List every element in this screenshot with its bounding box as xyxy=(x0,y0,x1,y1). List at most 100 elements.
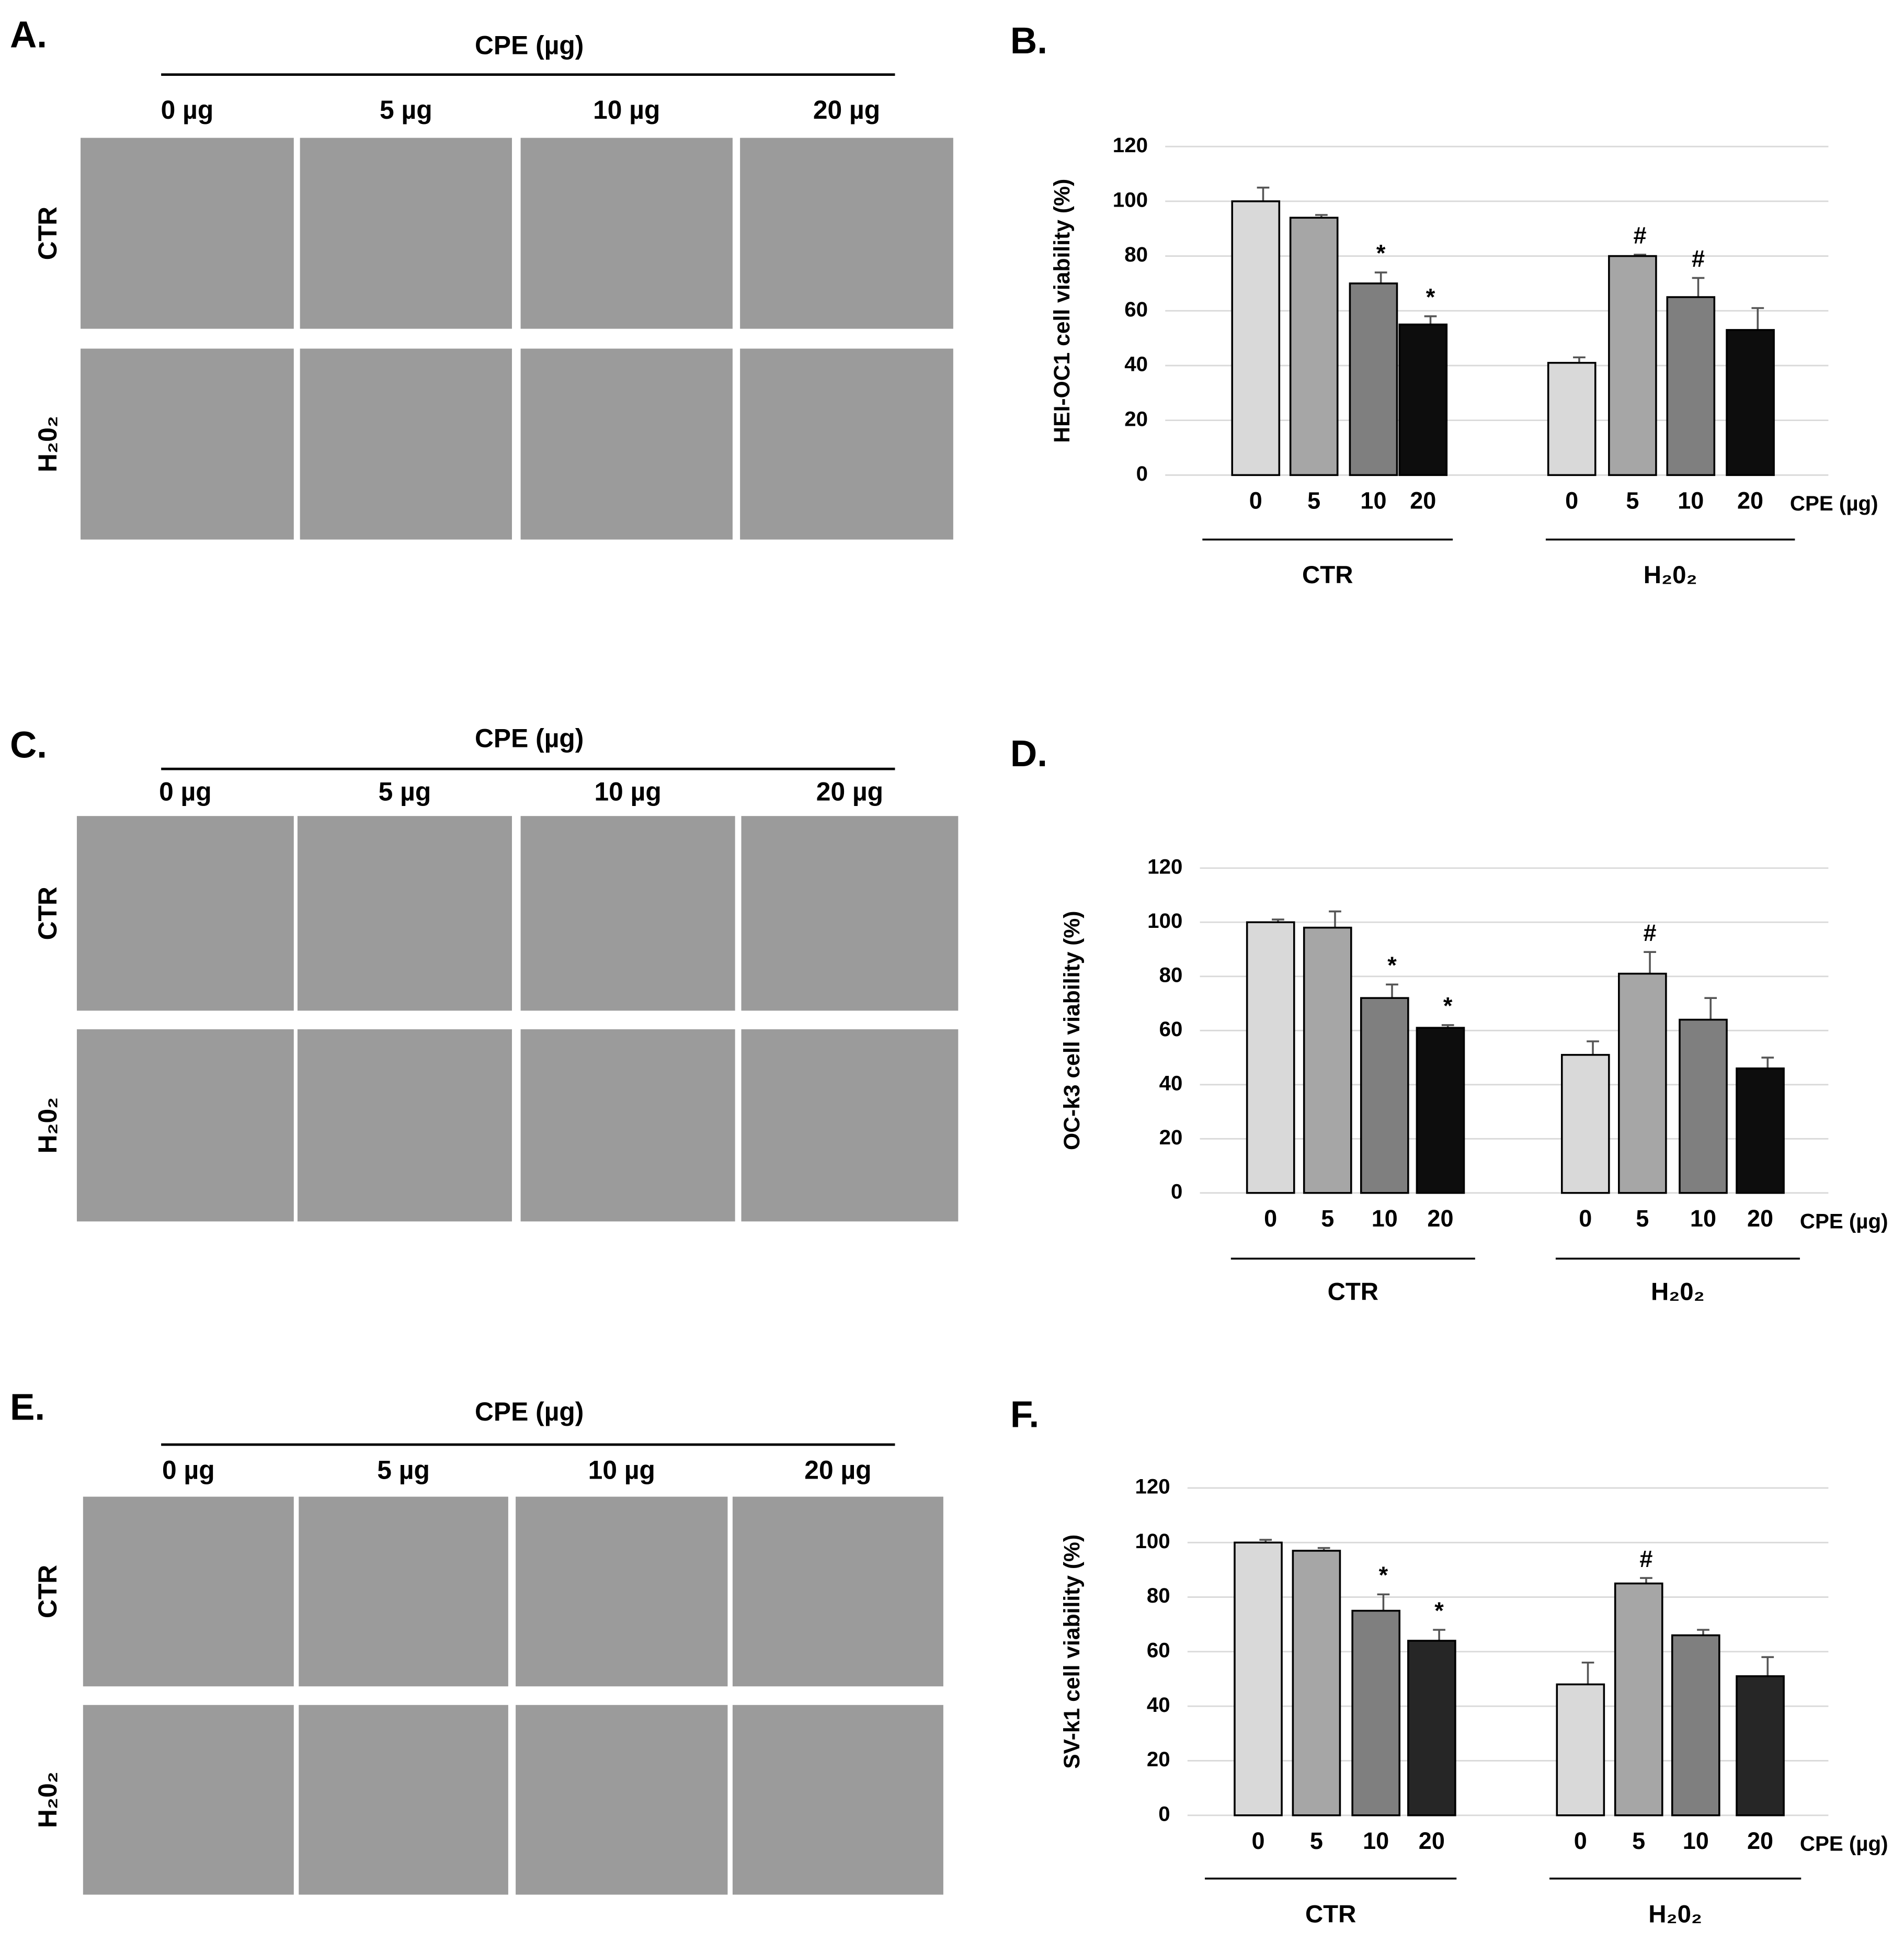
micrograph xyxy=(732,1496,943,1687)
row-label: H₂0₂ xyxy=(33,416,62,472)
y-tick-label: 80 xyxy=(1159,963,1183,986)
micrograph xyxy=(300,348,512,540)
x-tick-label: 0 xyxy=(1579,1205,1592,1232)
panel-label: E. xyxy=(10,1387,45,1428)
x-tick-label: 5 xyxy=(1321,1205,1334,1232)
column-label: 5 µg xyxy=(380,95,432,124)
x-tick-label: 10 xyxy=(1360,487,1386,514)
panel-label: A. xyxy=(10,14,47,55)
micrograph xyxy=(81,348,294,540)
significance-mark: * xyxy=(1434,1597,1444,1624)
bar xyxy=(1416,1027,1465,1194)
micrograph xyxy=(299,1496,508,1687)
column-label: 0 µg xyxy=(161,95,214,124)
significance-mark: # xyxy=(1644,919,1657,946)
micrograph xyxy=(516,1705,728,1895)
x-tick-label: 5 xyxy=(1307,487,1320,514)
micrograph xyxy=(81,138,294,329)
x-tick-label: 0 xyxy=(1251,1827,1264,1854)
bar xyxy=(1360,997,1409,1194)
bar xyxy=(1560,1054,1610,1194)
y-tick-label: 0 xyxy=(1136,462,1148,485)
group-label: CTR xyxy=(1302,561,1353,589)
micrograph xyxy=(520,138,733,329)
bar xyxy=(1547,361,1597,476)
panel-label: B. xyxy=(1010,20,1047,62)
bar xyxy=(1351,1609,1401,1816)
column-label: 10 µg xyxy=(594,777,661,807)
row-label: CTR xyxy=(33,887,62,940)
x-tick-label: 10 xyxy=(1372,1205,1398,1232)
bar xyxy=(1671,1634,1720,1816)
column-label: 10 µg xyxy=(588,1455,655,1484)
header: CPE (µg) xyxy=(475,724,584,753)
y-axis-label: OC-k3 cell viability (%) xyxy=(1059,911,1085,1151)
micrograph xyxy=(520,816,735,1011)
y-tick-label: 100 xyxy=(1147,909,1182,933)
column-label: 20 µg xyxy=(816,777,883,807)
y-tick-label: 40 xyxy=(1159,1071,1183,1095)
x-axis-label: CPE (µg) xyxy=(1800,1832,1888,1855)
significance-mark: * xyxy=(1426,283,1435,310)
column-label: 10 µg xyxy=(593,95,660,124)
x-tick-label: 20 xyxy=(1737,487,1763,514)
y-tick-label: 60 xyxy=(1124,298,1148,321)
micrograph xyxy=(76,816,294,1011)
bar xyxy=(1398,323,1448,476)
y-tick-label: 120 xyxy=(1113,133,1148,157)
bar xyxy=(1666,296,1716,476)
bar xyxy=(1726,329,1775,476)
micrograph xyxy=(299,1705,508,1895)
x-tick-label: 20 xyxy=(1419,1827,1445,1854)
y-tick-label: 120 xyxy=(1135,1475,1170,1498)
column-label: 20 µg xyxy=(813,95,880,124)
y-tick-label: 120 xyxy=(1147,855,1182,878)
micrograph xyxy=(520,1029,735,1222)
x-tick-label: 10 xyxy=(1690,1205,1716,1232)
micrograph xyxy=(732,1705,943,1895)
x-tick-label: 20 xyxy=(1747,1205,1773,1232)
micrograph xyxy=(297,816,512,1011)
group-label: CTR xyxy=(1328,1278,1378,1305)
bar xyxy=(1608,255,1657,476)
x-tick-label: 5 xyxy=(1636,1205,1649,1232)
row-label: CTR xyxy=(33,207,62,260)
x-axis-label: CPE (µg) xyxy=(1790,492,1878,515)
bar xyxy=(1556,1683,1605,1816)
y-tick-label: 20 xyxy=(1124,407,1148,430)
x-tick-label: 20 xyxy=(1410,487,1436,514)
bar xyxy=(1618,972,1667,1194)
column-label: 5 µg xyxy=(379,777,431,807)
bar xyxy=(1292,1550,1341,1816)
x-tick-label: 5 xyxy=(1632,1827,1645,1854)
significance-mark: * xyxy=(1443,993,1453,1019)
column-label: 5 µg xyxy=(377,1455,430,1484)
x-tick-label: 10 xyxy=(1363,1827,1389,1854)
micrograph xyxy=(741,1029,959,1222)
bar xyxy=(1231,200,1281,476)
significance-mark: # xyxy=(1639,1546,1652,1572)
micrograph xyxy=(516,1496,728,1687)
micrograph xyxy=(83,1496,294,1687)
bar xyxy=(1303,926,1352,1194)
significance-mark: * xyxy=(1379,1562,1388,1588)
y-tick-label: 60 xyxy=(1159,1017,1183,1041)
bar xyxy=(1349,282,1398,476)
x-tick-label: 5 xyxy=(1626,487,1639,514)
x-tick-label: 20 xyxy=(1427,1205,1453,1232)
x-tick-label: 20 xyxy=(1747,1827,1773,1854)
micrograph xyxy=(520,348,733,540)
x-tick-label: 0 xyxy=(1249,487,1262,514)
micrograph xyxy=(297,1029,512,1222)
group-label: H₂0₂ xyxy=(1648,1900,1702,1928)
row-label: CTR xyxy=(33,1565,62,1618)
y-axis-label: SV-k1 cell viability (%) xyxy=(1059,1535,1085,1769)
bar xyxy=(1289,217,1339,476)
micrograph xyxy=(300,138,512,329)
y-tick-label: 80 xyxy=(1147,1584,1170,1607)
micrograph xyxy=(83,1705,294,1895)
y-tick-label: 80 xyxy=(1124,243,1148,266)
x-tick-label: 0 xyxy=(1565,487,1578,514)
group-label: CTR xyxy=(1305,1900,1356,1928)
column-label: 20 µg xyxy=(804,1455,871,1484)
